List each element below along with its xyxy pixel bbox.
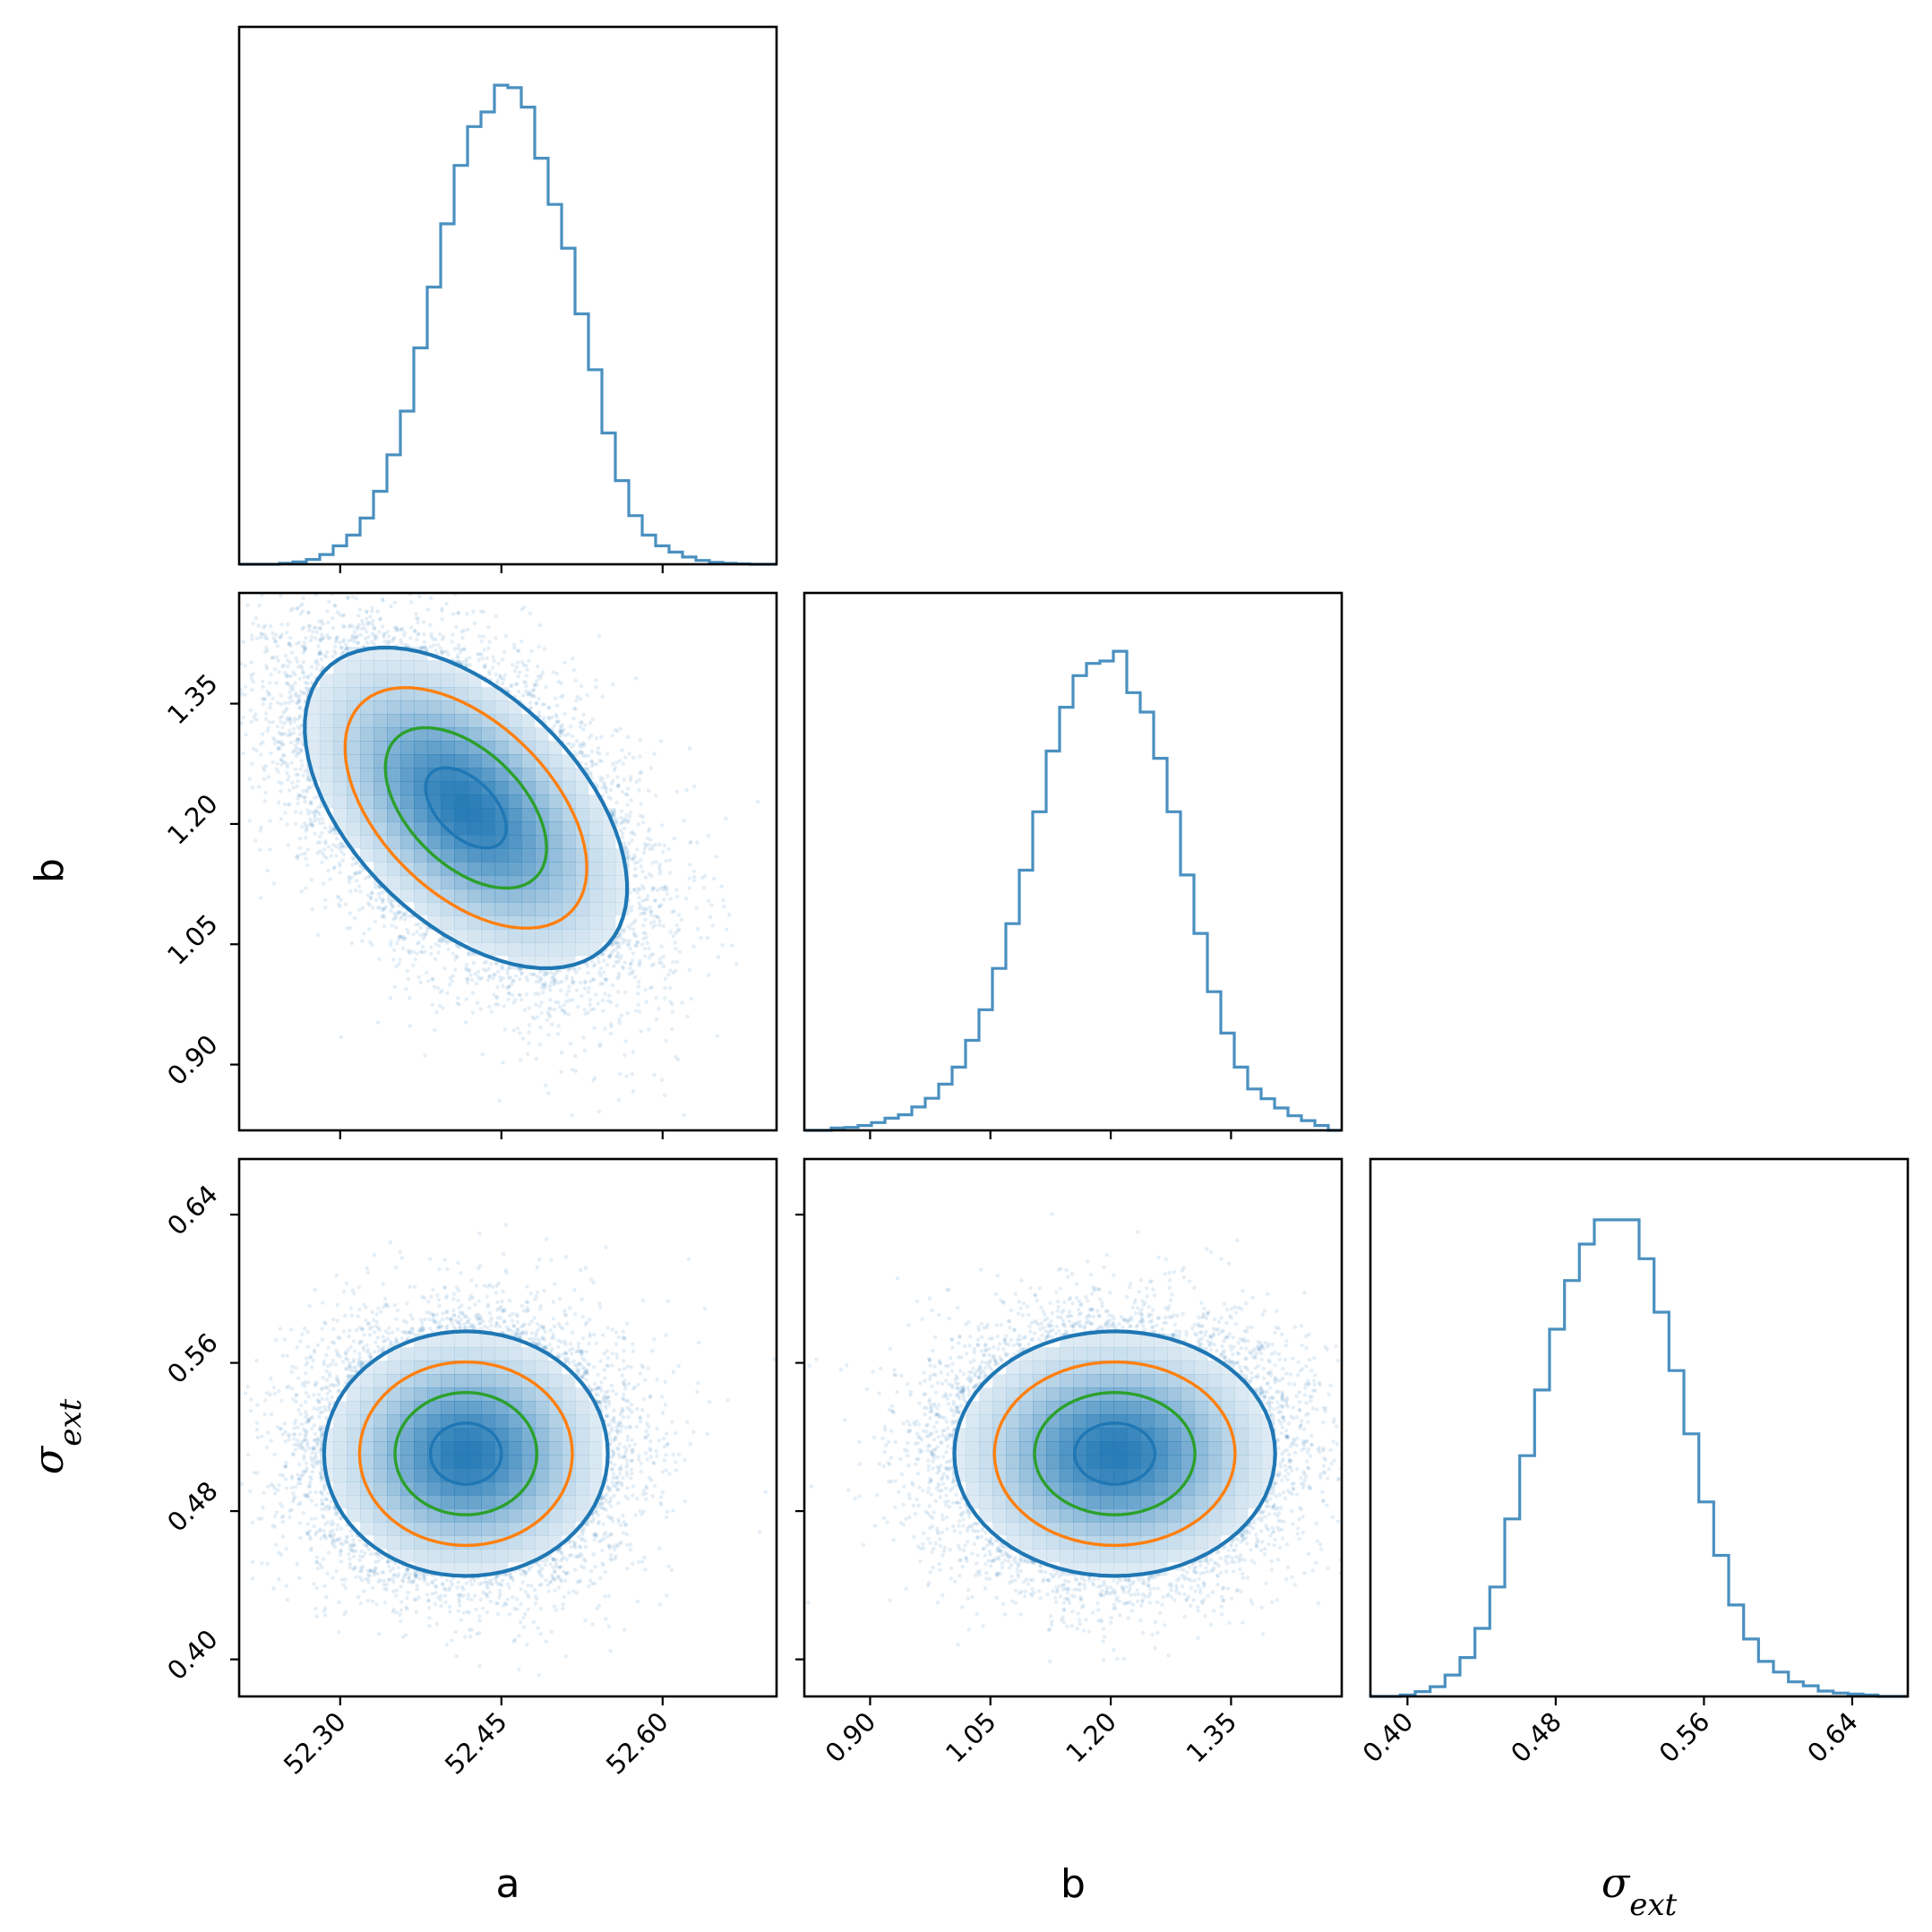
contour-level-3 bbox=[357, 1360, 574, 1548]
contour-level-3 bbox=[343, 686, 588, 930]
contour-level-2 bbox=[1033, 1390, 1197, 1516]
y-tick-label-b: 1.05 bbox=[161, 908, 224, 971]
histogram-step-a bbox=[239, 83, 777, 566]
axis-label-subscript: ext bbox=[1629, 1887, 1677, 1923]
x-tick-label-b: 1.20 bbox=[1060, 1706, 1122, 1769]
density-panel-b-sigma_ext bbox=[806, 1212, 1342, 1664]
y-tick-label-b: 0.90 bbox=[161, 1029, 224, 1092]
density-blocks bbox=[306, 647, 630, 970]
panel-frame-1-2 bbox=[803, 1157, 1344, 1698]
histogram-b bbox=[804, 649, 1342, 1132]
contour-level-4 bbox=[322, 1329, 610, 1578]
x-axis-label-a: a bbox=[496, 1861, 520, 1907]
y-tick-label-sigma_ext: 0.48 bbox=[161, 1475, 224, 1538]
contour-level-3 bbox=[992, 1360, 1237, 1548]
x-axis-label-sigma_ext: σext bbox=[1601, 1859, 1678, 1923]
density-blocks bbox=[320, 1334, 603, 1576]
panel-frame-2-2 bbox=[1369, 1157, 1910, 1698]
y-axis-label-b: b bbox=[27, 858, 73, 883]
x-tick-label-sigma_ext: 0.48 bbox=[1505, 1706, 1567, 1769]
panel-frame-0-1 bbox=[237, 591, 778, 1132]
y-tick-label-sigma_ext: 0.56 bbox=[161, 1327, 224, 1390]
contour-level-1 bbox=[424, 766, 508, 850]
axis-label-subscript: ext bbox=[53, 1398, 89, 1446]
x-tick-label-a: 52.45 bbox=[439, 1706, 513, 1781]
y-axis-label-sigma_ext: σext bbox=[24, 1398, 89, 1474]
x-tick-label-sigma_ext: 0.56 bbox=[1653, 1706, 1716, 1769]
panel-frame-1-1 bbox=[803, 591, 1344, 1132]
histogram-sigma_ext bbox=[1370, 1218, 1908, 1698]
histogram-step-b bbox=[804, 649, 1342, 1132]
histogram-a bbox=[239, 83, 777, 566]
x-axis-label-b: b bbox=[1060, 1861, 1086, 1907]
y-tick-label-sigma_ext: 0.64 bbox=[161, 1179, 224, 1241]
x-tick-label-a: 52.60 bbox=[600, 1706, 674, 1781]
x-tick-label-a: 52.30 bbox=[278, 1706, 352, 1781]
density-panel-a-b bbox=[239, 593, 760, 1118]
panel-frame-0-0 bbox=[237, 25, 778, 566]
x-tick-label-b: 0.90 bbox=[820, 1706, 882, 1769]
x-tick-label-sigma_ext: 0.40 bbox=[1357, 1706, 1420, 1769]
contour-level-4 bbox=[303, 645, 630, 971]
scatter-points bbox=[806, 1212, 1342, 1664]
y-tick-label-b: 1.20 bbox=[161, 788, 224, 851]
y-tick-label-sigma_ext: 0.40 bbox=[161, 1624, 224, 1687]
histogram-step-sigma_ext bbox=[1370, 1218, 1908, 1698]
contour-level-1 bbox=[1073, 1421, 1157, 1486]
contour-level-2 bbox=[393, 1390, 539, 1516]
density-panel-a-sigma_ext bbox=[239, 1223, 777, 1678]
contour-level-4 bbox=[952, 1329, 1277, 1578]
contour-level-2 bbox=[383, 726, 548, 890]
contour-level-1 bbox=[428, 1421, 503, 1486]
x-tick-label-b: 1.05 bbox=[940, 1706, 1002, 1769]
panel-frame-0-2 bbox=[237, 1157, 778, 1698]
y-tick-label-b: 1.35 bbox=[161, 668, 224, 731]
x-tick-label-sigma_ext: 0.64 bbox=[1801, 1706, 1864, 1769]
x-tick-label-b: 1.35 bbox=[1181, 1706, 1243, 1769]
